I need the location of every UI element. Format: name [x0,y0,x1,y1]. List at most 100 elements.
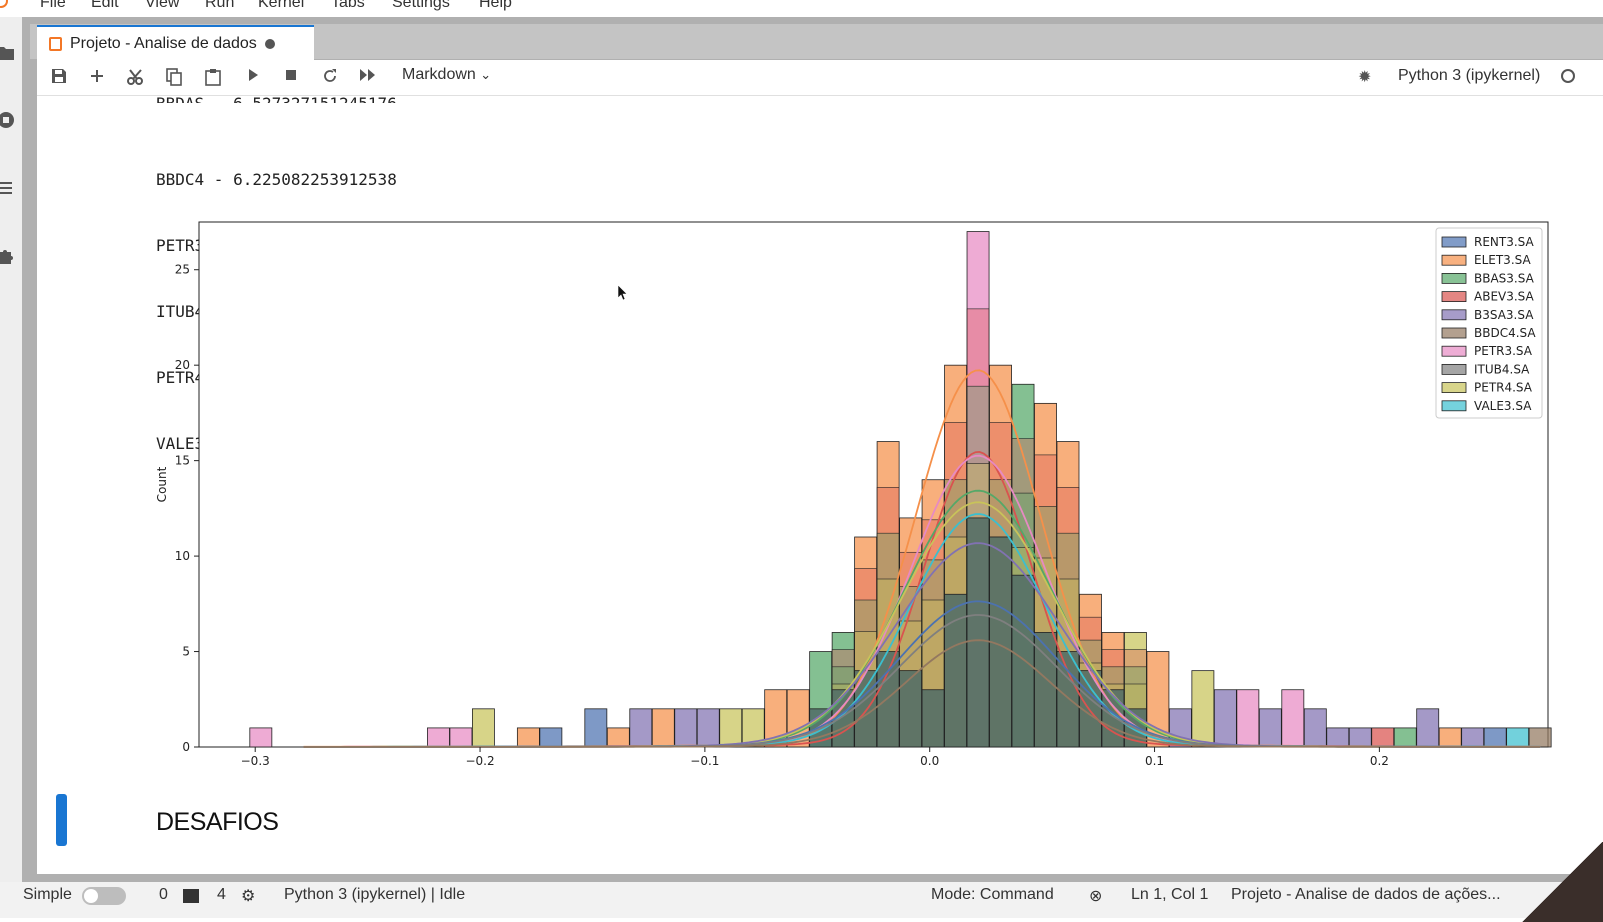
histogram-bar [471,708,495,748]
kernel-name[interactable]: Python 3 (ipykernel) [1398,67,1541,84]
close-circle-icon[interactable]: ⊗ [1089,888,1103,905]
histogram-overlap-bar [1011,574,1035,748]
legend-swatch [1441,291,1467,302]
menu-kernel[interactable]: Kernel [258,0,305,11]
status-bar: Simple 0 4 ⚙ Python 3 (ipykernel) | Idle… [0,882,1603,918]
histogram-bar [427,727,450,748]
debugger-icon[interactable]: ✹ [1358,69,1372,86]
x-tick-label: −0.3 [241,754,270,768]
histogram-bar [1416,708,1440,748]
legend-swatch [1441,309,1467,321]
histogram-bar [449,727,473,748]
stop-icon[interactable] [280,68,302,88]
legend-swatch [1441,382,1467,394]
y-tick-label: 15 [175,454,190,468]
histogram-bar [1213,689,1237,748]
x-tick-label: 0.1 [1145,754,1164,768]
menu-tabs[interactable]: Tabs [331,0,365,11]
y-tick-label: 25 [175,263,190,277]
kernel-status-icon [1561,69,1575,83]
histogram-bar [1483,727,1507,748]
y-tick-label: 10 [175,549,190,563]
histogram-bar [516,727,540,748]
extensions-icon[interactable] [0,246,16,266]
kernel-status-text[interactable]: Python 3 (ipykernel) | Idle [284,886,466,903]
histogram-overlap-bar [899,670,923,748]
menu-file[interactable]: File [40,0,66,11]
folder-icon[interactable] [0,43,16,63]
cursor-position[interactable]: Ln 1, Col 1 [1131,886,1209,903]
histogram-bar [629,708,653,748]
histogram-overlap-bar [1034,632,1057,748]
histogram-bar [1371,727,1395,748]
histogram-bar [1303,708,1327,748]
legend-label: VALE3.SA [1474,399,1532,413]
running-sessions-icon[interactable] [0,110,16,130]
legend-swatch [1441,345,1467,357]
y-tick-label: 20 [175,358,190,372]
kde-curve [303,639,1541,748]
unsaved-dot-icon[interactable] [264,38,275,49]
menu-settings[interactable]: Settings [392,0,450,11]
legend-label: BBDC4.SA [1474,326,1536,340]
histogram-bar [719,708,743,748]
menu-run[interactable]: Run [205,0,235,11]
y-tick-label: 0 [182,740,190,754]
x-tick-label: −0.2 [465,754,494,768]
table-of-contents-icon[interactable] [0,178,16,198]
histogram-bar [1258,708,1282,748]
histogram-bar [1146,651,1170,748]
x-tick-label: 0.0 [920,754,939,768]
histogram-bar [1236,689,1260,748]
chevron-down-icon: ⌄ [480,67,492,82]
left-sidebar [0,17,22,897]
paste-icon[interactable] [202,68,224,88]
corner-decoration [1517,842,1603,922]
output-line: BBDC4 - 6.225082253912538 [156,170,397,189]
cut-icon[interactable] [125,68,147,88]
copy-icon[interactable] [163,68,185,88]
cell-type-label: Markdown [402,66,476,83]
histogram-bar [539,727,563,748]
histogram-overlap-bar [966,517,990,748]
legend-label: ELET3.SA [1474,253,1531,267]
histogram-bar [584,708,608,748]
legend-swatch [1441,400,1467,412]
histogram-bar [651,708,675,748]
histogram-overlap-bar [921,689,945,748]
menu-view[interactable]: View [145,0,180,11]
save-icon[interactable] [48,68,70,88]
legend-label: B3SA3.SA [1474,308,1534,322]
simple-mode-label: Simple [23,886,72,903]
terminal-icon[interactable] [183,889,199,903]
menu-help[interactable]: Help [479,0,512,11]
cell-type-select[interactable]: Markdown ⌄ [402,66,491,84]
histogram-chart: 0 5 10 15 20 25 −0.3 −0.2 −0.1 0.0 0.1 0.2 Count RENT… [155,221,1552,768]
run-icon[interactable] [242,68,264,88]
legend-label: BBAS3.SA [1474,271,1535,285]
legend-swatch [1441,273,1467,284]
histogram-bar [1191,670,1215,748]
histogram-bar [1281,689,1305,748]
histogram-bar [1438,727,1462,748]
histogram-bar [606,727,630,748]
tab-notebook[interactable]: Projeto - Analise de dados [37,25,314,60]
add-cell-icon[interactable] [86,68,108,88]
legend-swatch [1441,254,1467,266]
histogram-bar [696,708,720,748]
histogram-bar [1326,727,1350,748]
output-partial-line: BBDAS - 6.527327151245176 [156,93,397,103]
run-all-icon[interactable] [357,68,379,88]
legend-label: RENT3.SA [1474,235,1535,249]
restart-icon[interactable] [319,68,341,88]
histogram-overlap-bar [944,593,967,748]
y-axis-label: Count [155,466,169,502]
legend-label: PETR3.SA [1474,344,1533,358]
jupyter-logo-icon [0,0,8,8]
simple-mode-toggle[interactable] [82,887,126,905]
kernel-chip-icon[interactable]: ⚙ [241,888,256,905]
section-heading: DESAFIOS [156,808,279,836]
menu-edit[interactable]: Edit [91,0,119,11]
document-name: Projeto - Analise de dados de ações... [1231,886,1501,903]
legend-label: ABEV3.SA [1474,290,1535,304]
